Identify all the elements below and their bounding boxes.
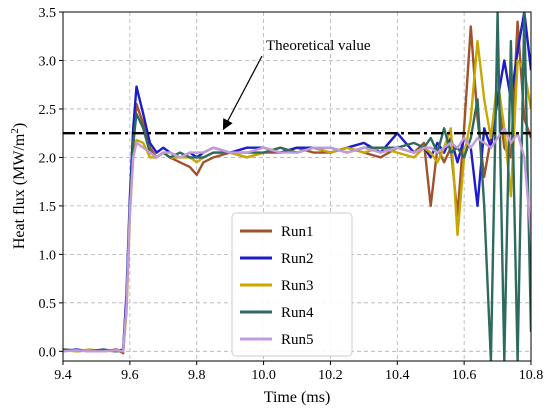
series-layer xyxy=(63,12,531,361)
x-tick-label: 10.4 xyxy=(385,368,410,383)
legend-label-run1: Run1 xyxy=(281,224,314,240)
y-axis-label-superscript: 2 xyxy=(9,128,21,134)
y-tick-label: 0.5 xyxy=(39,297,57,312)
y-tick-label: 3.0 xyxy=(39,54,57,69)
series-line-run2 xyxy=(63,12,531,353)
theoretical-layer xyxy=(63,55,531,135)
legend-box xyxy=(231,212,353,357)
y-tick-label: 0.0 xyxy=(39,345,57,360)
y-axis-label-main: Heat flux (MW/m xyxy=(11,133,28,249)
y-tick-label: 1.0 xyxy=(39,248,57,263)
x-tick-label: 10.2 xyxy=(318,368,343,383)
plot-frame xyxy=(62,11,532,362)
y-tick-label: 2.5 xyxy=(39,103,57,118)
theoretical-arrow xyxy=(222,55,263,131)
x-tick-label: 9.4 xyxy=(54,368,72,383)
x-tick-label: 10.6 xyxy=(452,368,477,383)
x-axis-label: Time (ms) xyxy=(264,389,331,406)
legend-label-run5: Run5 xyxy=(281,332,314,348)
legend-label-run3: Run3 xyxy=(281,278,314,294)
y-tick-label: 2.0 xyxy=(39,151,57,166)
y-axis-ticks: 0.0 0.5 1.0 1.5 2.0 2.5 3.0 3.5 xyxy=(39,6,63,360)
y-axis-label: Heat flux (MW/m2) xyxy=(9,123,28,249)
legend-label-run2: Run2 xyxy=(281,251,314,267)
theoretical-annotation: Theoretical value xyxy=(266,38,371,54)
x-tick-label: 10.0 xyxy=(251,368,276,383)
y-axis-label-close: ) xyxy=(11,123,28,128)
x-tick-label: 9.6 xyxy=(121,368,139,383)
x-tick-label: 9.8 xyxy=(188,368,206,383)
x-tick-label: 10.8 xyxy=(519,368,544,383)
y-tick-label: 1.5 xyxy=(39,200,57,215)
y-tick-label: 3.5 xyxy=(39,6,57,21)
x-axis-ticks: 9.4 9.6 9.8 10.0 10.2 10.4 10.6 10.8 xyxy=(54,361,543,383)
legend-label-run4: Run4 xyxy=(281,305,314,321)
legend: Run1 Run2 Run3 Run4 Run5 xyxy=(231,212,353,357)
series-line-run5 xyxy=(63,127,531,353)
